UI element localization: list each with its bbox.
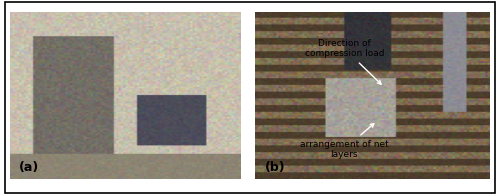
Text: (a): (a) [19, 161, 40, 174]
Text: (b): (b) [264, 161, 285, 174]
Text: Direction of
compression load: Direction of compression load [304, 39, 384, 84]
Text: arrangement of net
layers: arrangement of net layers [300, 124, 388, 159]
